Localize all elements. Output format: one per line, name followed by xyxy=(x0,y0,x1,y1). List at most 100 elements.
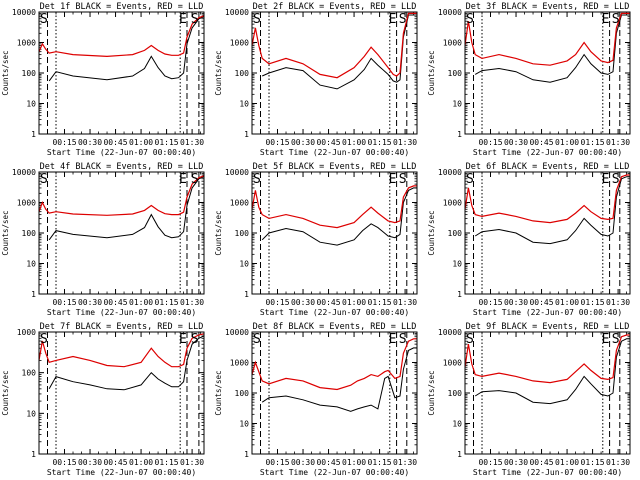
chart-title: Det 5f BLACK = Events, RED = LLD xyxy=(253,162,417,172)
interval-marker: E xyxy=(602,172,610,187)
y-tick-label: 10000 xyxy=(438,168,462,177)
x-tick-label: 01:00 xyxy=(555,298,579,307)
x-tick-label: 01:30 xyxy=(393,458,417,467)
y-tick-label: 1000 xyxy=(17,199,36,208)
panel-det-4f: Det 4f BLACK = Events, RED = LLD Counts/s… xyxy=(1,162,205,317)
x-tick-label: 00:30 xyxy=(291,298,315,307)
x-tick-label: 00:15 xyxy=(478,138,502,147)
y-tick-label: 100 xyxy=(22,369,37,378)
x-tick-label: 01:00 xyxy=(555,138,579,147)
panel-det-2f: Det 2f BLACK = Events, RED = LLD Counts/s… xyxy=(214,2,418,157)
plot-frame xyxy=(38,11,205,135)
plot-frame xyxy=(464,171,631,295)
y-tick-label: 10000 xyxy=(12,8,36,17)
y-tick-label: 100 xyxy=(448,389,463,398)
y-axis-label: Counts/sec xyxy=(427,50,436,95)
x-tick-label: 01:00 xyxy=(129,458,153,467)
y-tick-label: 10000 xyxy=(225,328,249,337)
x-tick-label: 00:15 xyxy=(52,458,76,467)
chart-title: Det 9f BLACK = Events, RED = LLD xyxy=(466,322,630,332)
x-axis-label: Start Time (22-Jun-07 00:00:40) xyxy=(47,468,196,477)
events-rate-line xyxy=(48,16,204,82)
interval-marker: S xyxy=(253,12,261,27)
x-tick-label: 00:45 xyxy=(103,298,127,307)
plot-frame xyxy=(251,331,418,455)
y-tick-label: 10 xyxy=(26,100,36,109)
chart-title: Det 7f BLACK = Events, RED = LLD xyxy=(40,322,204,332)
x-tick-label: 00:15 xyxy=(52,138,76,147)
interval-marker: E xyxy=(179,12,187,27)
x-tick-label: 01:00 xyxy=(129,298,153,307)
lld-rate-line xyxy=(39,333,204,368)
interval-marker: S xyxy=(191,12,199,27)
chart-title: Det 1f BLACK = Events, RED = LLD xyxy=(40,2,204,12)
y-tick-label: 10 xyxy=(452,420,462,429)
y-tick-label: 1000 xyxy=(443,39,462,48)
x-tick-label: 00:15 xyxy=(265,458,289,467)
x-axis-label: Start Time (22-Jun-07 00:00:40) xyxy=(47,308,196,317)
y-tick-label: 10 xyxy=(239,420,249,429)
x-tick-label: 01:15 xyxy=(581,138,605,147)
y-tick-label: 1 xyxy=(31,290,36,299)
events-rate-line xyxy=(261,347,417,412)
y-tick-label: 100 xyxy=(235,69,250,78)
y-tick-label: 1 xyxy=(244,450,249,459)
interval-marker: E xyxy=(602,12,610,27)
interval-marker: S xyxy=(466,172,474,187)
x-tick-label: 01:30 xyxy=(606,138,630,147)
events-rate-line xyxy=(261,14,417,90)
plot-frame xyxy=(464,331,631,455)
events-rate-line xyxy=(474,14,630,83)
interval-marker: S xyxy=(253,172,261,187)
chart-title: Det 4f BLACK = Events, RED = LLD xyxy=(40,162,204,172)
x-axis-label: Start Time (22-Jun-07 00:00:40) xyxy=(260,148,409,157)
y-tick-label: 10 xyxy=(239,100,249,109)
interval-marker: S xyxy=(612,172,620,187)
y-axis-label: Counts/sec xyxy=(1,50,10,95)
y-tick-label: 1000 xyxy=(230,359,249,368)
interval-marker: S xyxy=(191,332,199,347)
x-tick-label: 01:30 xyxy=(393,138,417,147)
chart-title: Det 2f BLACK = Events, RED = LLD xyxy=(253,2,417,12)
x-axis-label: Start Time (22-Jun-07 00:00:40) xyxy=(473,308,622,317)
lld-rate-line xyxy=(252,185,417,229)
y-tick-label: 10000 xyxy=(438,8,462,17)
interval-marker: S xyxy=(466,12,474,27)
lld-rate-line xyxy=(39,175,204,216)
y-tick-label: 100 xyxy=(235,389,250,398)
x-tick-label: 01:00 xyxy=(129,138,153,147)
plot-frame xyxy=(38,171,205,295)
y-tick-label: 10 xyxy=(452,100,462,109)
y-tick-label: 100 xyxy=(448,69,463,78)
lld-rate-line xyxy=(39,15,204,58)
y-tick-label: 10 xyxy=(452,260,462,269)
x-tick-label: 01:15 xyxy=(368,138,392,147)
interval-marker: E xyxy=(179,172,187,187)
panel-det-9f: Det 9f BLACK = Events, RED = LLD Counts/s… xyxy=(427,322,631,477)
x-tick-label: 01:30 xyxy=(606,298,630,307)
y-tick-label: 10000 xyxy=(438,328,462,337)
y-tick-label: 1000 xyxy=(230,199,249,208)
panel-det-8f: Det 8f BLACK = Events, RED = LLD Counts/s… xyxy=(214,322,418,477)
x-tick-label: 00:15 xyxy=(265,138,289,147)
x-tick-label: 01:15 xyxy=(581,298,605,307)
y-tick-label: 10000 xyxy=(12,168,36,177)
x-tick-label: 00:45 xyxy=(316,138,340,147)
y-tick-label: 10000 xyxy=(225,168,249,177)
events-rate-line xyxy=(48,176,204,241)
interval-marker: S xyxy=(40,172,48,187)
x-tick-label: 00:15 xyxy=(478,298,502,307)
x-tick-label: 01:15 xyxy=(368,458,392,467)
interval-marker: E xyxy=(179,332,187,347)
x-axis-label: Start Time (22-Jun-07 00:00:40) xyxy=(473,468,622,477)
interval-marker: S xyxy=(399,172,407,187)
y-axis-label: Counts/sec xyxy=(214,370,223,415)
y-tick-label: 1 xyxy=(244,130,249,139)
x-tick-label: 01:15 xyxy=(155,138,179,147)
y-tick-label: 1 xyxy=(244,290,249,299)
x-tick-label: 00:30 xyxy=(504,298,528,307)
y-axis-label: Counts/sec xyxy=(1,370,10,415)
x-axis-label: Start Time (22-Jun-07 00:00:40) xyxy=(473,148,622,157)
x-tick-label: 01:00 xyxy=(342,298,366,307)
y-tick-label: 1000 xyxy=(443,199,462,208)
